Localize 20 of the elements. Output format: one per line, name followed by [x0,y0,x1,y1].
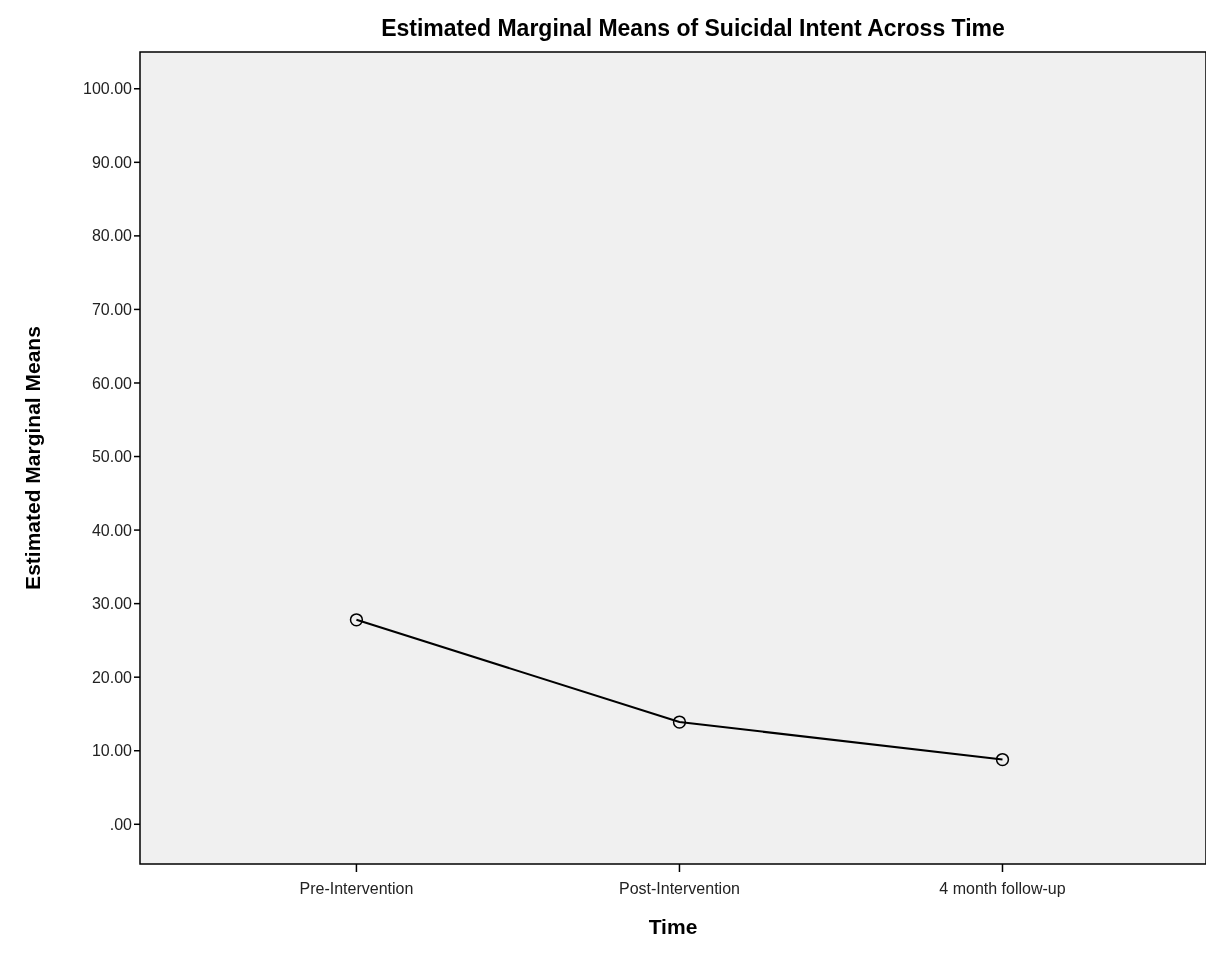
x-tick-label: Post-Intervention [618,880,740,897]
y-tick-label: 50.00 [91,448,133,466]
y-tick-label: 80.00 [91,227,133,245]
y-tick-label: 90.00 [91,153,133,171]
y-tick-label: 100.00 [83,80,133,98]
chart-title: Estimated Marginal Means of Suicidal Intent Across Time [381,15,1005,41]
x-tick-label: Pre-Intervention [299,880,414,897]
y-axis-title: Estimated Marginal Means [21,326,44,590]
point [672,715,687,729]
point [995,752,1010,767]
y-tick-label: 40.00 [91,521,133,539]
point [349,613,364,627]
y-tick-label: 10.00 [91,742,133,760]
y-tick-label: .00 [109,815,133,833]
y-tick-label: 30.00 [91,595,133,613]
y-tick-label: 20.00 [91,668,133,686]
x-tick-label: 4 month follow-up [939,880,1066,897]
y-tick-label: 60.00 [91,374,133,392]
y-tick-label: 70.00 [91,301,133,319]
x-axis-title: Time [648,915,698,938]
